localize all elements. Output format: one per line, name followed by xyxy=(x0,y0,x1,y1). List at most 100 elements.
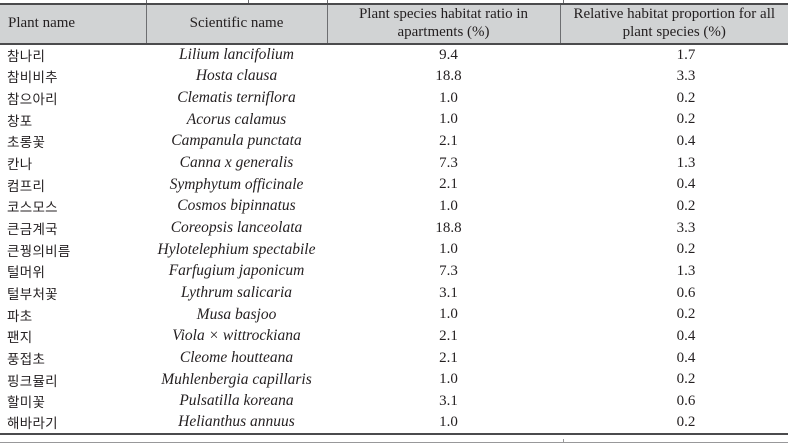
table-row: 해바라기 Helianthus annuus 1.0 0.2 xyxy=(0,412,788,435)
cell-scientific-name: Canna x generalis xyxy=(179,154,294,172)
cell-scientific-name: Coreopsis lanceolata xyxy=(170,219,303,237)
cell-relative-proportion: 0.6 xyxy=(676,392,696,409)
table-row: 초롱꽃 Campanula punctata 2.1 0.4 xyxy=(0,131,788,153)
cell-scientific-name: Cosmos bipinnatus xyxy=(177,197,296,215)
cell-scientific-name: Campanula punctata xyxy=(171,132,302,150)
cell-relative-proportion: 0.2 xyxy=(676,241,696,258)
cell-plant-name: 칸나 xyxy=(7,157,33,173)
cell-relative-proportion: 0.4 xyxy=(676,132,696,149)
cell-habitat-ratio: 2.1 xyxy=(439,132,458,149)
cell-habitat-ratio: 2.1 xyxy=(439,176,458,193)
cell-plant-name: 팬지 xyxy=(7,330,33,346)
cell-relative-proportion: 1.3 xyxy=(676,262,696,279)
cell-plant-name: 털부처꽃 xyxy=(7,287,58,303)
cell-plant-name: 털머위 xyxy=(7,265,46,281)
cell-scientific-name: Farfugium japonicum xyxy=(168,262,305,280)
col-header-relative-proportion: Relative habitat proportion for all plan… xyxy=(559,3,788,45)
col-header-habitat-ratio: Plant species habitat ratio in apartment… xyxy=(326,3,560,45)
cell-scientific-name: Lilium lancifolium xyxy=(179,46,294,64)
cell-scientific-name: Helianthus annuus xyxy=(146,412,327,435)
cell-relative-proportion: 0.2 xyxy=(676,371,696,388)
cell-relative-proportion: 0.2 xyxy=(676,89,696,106)
cell-habitat-ratio: 9.4 xyxy=(439,46,458,63)
table-row: 참비비추 Hosta clausa 18.8 3.3 xyxy=(0,66,788,88)
table-row: 큰꿩의비름 Hylotelephium spectabile 1.0 0.2 xyxy=(0,239,788,261)
cell-plant-name: 컴프리 xyxy=(7,178,46,194)
table-row: 핑크뮬리 Muhlenbergia capillaris 1.0 0.2 xyxy=(0,369,788,391)
table-row: 풍접초 Cleome houtteana 2.1 0.4 xyxy=(0,347,788,369)
table-row: 털머위 Farfugium japonicum 7.3 1.3 xyxy=(0,261,788,283)
cell-habitat-ratio: 18.8 xyxy=(435,219,462,236)
table-row: 참으아리 Clematis terniflora 1.0 0.2 xyxy=(0,87,788,109)
cell-plant-name: 창포 xyxy=(7,113,33,129)
cell-plant-name: 핑크뮬리 xyxy=(7,373,58,389)
cell-relative-proportion: 0.2 xyxy=(676,111,696,128)
table-header: Plant name Scientific name Plant species… xyxy=(0,3,788,45)
cell-relative-proportion: 0.4 xyxy=(676,176,696,193)
cell-habitat-ratio: 2.1 xyxy=(439,349,458,366)
cell-habitat-ratio: 2.1 xyxy=(439,327,458,344)
cell-plant-name: 큰금계국 xyxy=(7,222,58,238)
cell-plant-name: 해바라기 xyxy=(0,412,146,435)
table-row: 파초 Musa basjoo 1.0 0.2 xyxy=(0,304,788,326)
cell-relative-proportion: 0.2 xyxy=(560,412,788,435)
col-header-plant-name: Plant name xyxy=(0,3,146,45)
cell-scientific-name: Hylotelephium spectabile xyxy=(157,240,316,258)
cell-habitat-ratio: 1.0 xyxy=(439,371,458,388)
plant-habitat-table: Plant name Scientific name Plant species… xyxy=(0,3,788,435)
cell-habitat-ratio: 1.0 xyxy=(439,241,458,258)
cell-plant-name: 참나리 xyxy=(7,49,46,65)
bottom-crop-remnant xyxy=(0,442,788,443)
top-divider-stub xyxy=(563,0,564,3)
col-header-scientific-name: Scientific name xyxy=(145,3,327,45)
cell-relative-proportion: 0.4 xyxy=(676,349,696,366)
cell-plant-name: 파초 xyxy=(7,308,33,324)
cell-relative-proportion: 0.2 xyxy=(676,197,696,214)
cell-plant-name: 할미꽃 xyxy=(7,395,46,411)
top-divider-stub xyxy=(248,0,249,3)
table-row: 큰금계국 Coreopsis lanceolata 18.8 3.3 xyxy=(0,217,788,239)
cell-plant-name: 초롱꽃 xyxy=(7,135,46,151)
cell-habitat-ratio: 3.1 xyxy=(439,392,458,409)
cell-scientific-name: Pulsatilla koreana xyxy=(179,392,294,410)
bottom-divider-stub xyxy=(563,439,564,442)
table-row: 코스모스 Cosmos bipinnatus 1.0 0.2 xyxy=(0,196,788,218)
cell-habitat-ratio: 18.8 xyxy=(435,67,462,84)
cell-relative-proportion: 0.4 xyxy=(676,327,696,344)
cell-scientific-name: Clematis terniflora xyxy=(177,89,296,107)
cell-relative-proportion: 3.3 xyxy=(676,219,696,236)
top-divider-stub xyxy=(146,0,147,3)
table-row: 할미꽃 Pulsatilla koreana 3.1 0.6 xyxy=(0,391,788,413)
cell-relative-proportion: 3.3 xyxy=(676,67,696,84)
cell-plant-name: 참으아리 xyxy=(7,92,58,108)
header-row: Plant name Scientific name Plant species… xyxy=(0,3,788,45)
cell-scientific-name: Viola × wittrockiana xyxy=(172,327,301,345)
top-divider-stub xyxy=(327,0,328,3)
cell-habitat-ratio: 1.0 xyxy=(439,306,458,323)
table-row: 털부처꽃 Lythrum salicaria 3.1 0.6 xyxy=(0,282,788,304)
table-row: 컴프리 Symphytum officinale 2.1 0.4 xyxy=(0,174,788,196)
cell-scientific-name: Symphytum officinale xyxy=(169,175,304,193)
cell-scientific-name: Cleome houtteana xyxy=(179,349,294,367)
cell-relative-proportion: 0.6 xyxy=(676,284,696,301)
cell-plant-name: 풍접초 xyxy=(7,352,46,368)
cell-habitat-ratio: 1.0 xyxy=(439,89,458,106)
cell-scientific-name: Hosta clausa xyxy=(195,67,278,85)
cell-habitat-ratio: 3.1 xyxy=(439,284,458,301)
cell-habitat-ratio: 7.3 xyxy=(439,262,458,279)
table-row: 팬지 Viola × wittrockiana 2.1 0.4 xyxy=(0,326,788,348)
cell-habitat-ratio: 1.0 xyxy=(439,197,458,214)
table-row: 창포 Acorus calamus 1.0 0.2 xyxy=(0,109,788,131)
cell-relative-proportion: 1.7 xyxy=(676,46,696,63)
cell-scientific-name: Acorus calamus xyxy=(186,110,287,128)
table-body: 참나리 Lilium lancifolium 9.4 1.7 참비비추 Hosta cla… xyxy=(0,44,788,435)
cell-habitat-ratio: 1.0 xyxy=(439,111,458,128)
cell-relative-proportion: 1.3 xyxy=(676,154,696,171)
cell-relative-proportion: 0.2 xyxy=(676,306,696,323)
cell-plant-name: 코스모스 xyxy=(7,200,58,216)
cell-habitat-ratio: 1.0 xyxy=(327,412,560,435)
table-row: 칸나 Canna x generalis 7.3 1.3 xyxy=(0,152,788,174)
cell-plant-name: 큰꿩의비름 xyxy=(7,243,71,259)
table-row: 참나리 Lilium lancifolium 9.4 1.7 xyxy=(0,44,788,66)
